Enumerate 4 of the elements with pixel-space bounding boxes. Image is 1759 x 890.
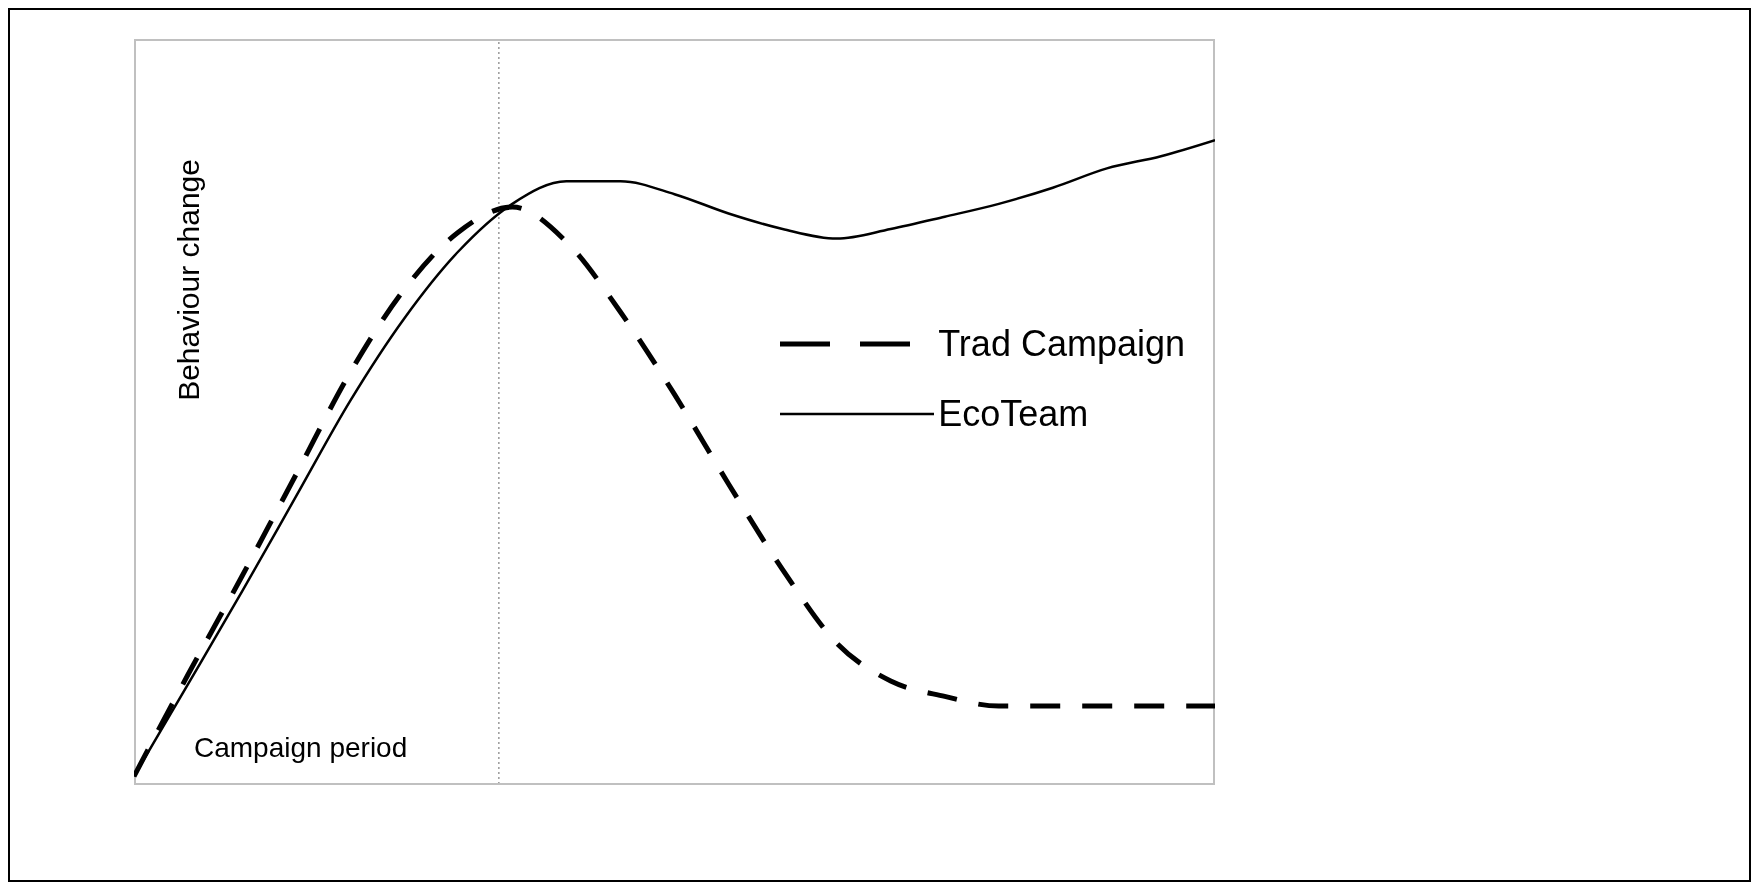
legend-label: Trad Campaign xyxy=(938,323,1185,365)
legend-label: EcoTeam xyxy=(938,393,1089,435)
y-axis-title: Behaviour change xyxy=(172,159,206,401)
annotation: Campaign period xyxy=(194,732,408,764)
